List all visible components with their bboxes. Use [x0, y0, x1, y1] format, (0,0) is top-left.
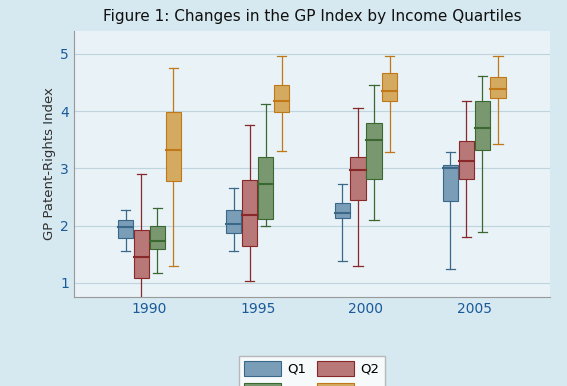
Bar [134, 230, 149, 278]
Bar [443, 166, 458, 201]
Bar [490, 77, 506, 98]
Legend: Q1, Q3, Q2, Q4: Q1, Q3, Q2, Q4 [239, 356, 385, 386]
Bar [366, 122, 382, 179]
Bar [382, 73, 397, 101]
Bar [242, 180, 257, 245]
Bar [459, 141, 474, 179]
Bar [350, 157, 366, 200]
Title: Figure 1: Changes in the GP Index by Income Quartiles: Figure 1: Changes in the GP Index by Inc… [103, 9, 521, 24]
Y-axis label: GP Patent-Rights Index: GP Patent-Rights Index [43, 88, 56, 240]
Bar [118, 220, 133, 238]
Bar [475, 102, 490, 150]
Bar [226, 210, 242, 233]
Bar [166, 112, 181, 181]
Bar [335, 203, 350, 218]
Bar [150, 226, 165, 249]
Bar [274, 85, 289, 112]
Bar [258, 157, 273, 219]
